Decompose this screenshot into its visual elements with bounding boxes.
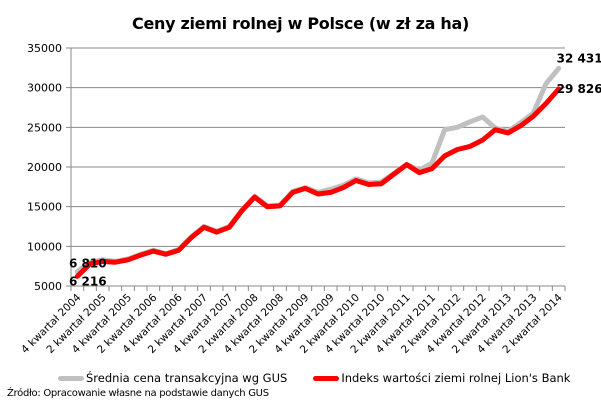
- line-chart-plot: 5000 10000 15000 20000 25000 30000 35000 4 kwa…: [19, 42, 601, 356]
- data-label: 6 810: [69, 257, 107, 271]
- data-series: [74, 65, 562, 279]
- chart-legend: Średnia cena transakcyjna wg GUS Indeks …: [58, 371, 596, 385]
- y-tick-label: 5000: [34, 280, 62, 293]
- y-tick-label: 10000: [27, 240, 62, 253]
- y-axis: 5000 10000 15000 20000 25000 30000 35000: [27, 42, 72, 293]
- legend-swatch-gray: [58, 375, 84, 381]
- chart-title: Ceny ziemi rolnej w Polsce (w zł za ha): [132, 14, 469, 33]
- legend-swatch-red: [313, 375, 340, 381]
- legend-label: Średnia cena transakcyjna wg GUS: [86, 371, 288, 385]
- series-gus-line: [74, 65, 562, 275]
- legend-item-gus: Średnia cena transakcyjna wg GUS: [58, 371, 287, 385]
- gridlines: [66, 47, 565, 287]
- y-tick-label: 30000: [27, 82, 62, 95]
- data-label: 29 826: [557, 82, 601, 96]
- legend-item-lions-bank: Indeks wartości ziemi rolnej Lion's Bank: [313, 371, 570, 385]
- legend-label: Indeks wartości ziemi rolnej Lion's Bank: [341, 371, 571, 385]
- y-tick-label: 25000: [27, 121, 62, 134]
- y-tick-label: 15000: [27, 201, 62, 214]
- data-labels: 6 810 6 216 32 431 29 826: [69, 51, 601, 288]
- y-tick-label: 35000: [27, 42, 62, 55]
- source-note: Źródło: Opracowanie własne na podstawie …: [7, 388, 269, 399]
- series-lions-bank-line: [74, 86, 562, 279]
- data-label: 32 431: [557, 51, 601, 65]
- y-tick-label: 20000: [27, 161, 62, 174]
- data-label: 6 216: [69, 274, 107, 288]
